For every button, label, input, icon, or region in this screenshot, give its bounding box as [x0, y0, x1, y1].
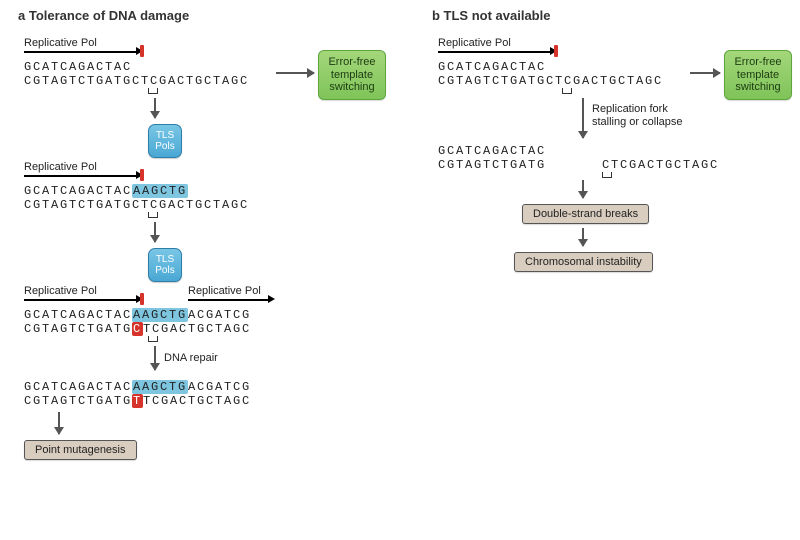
seq3-bot-post: TCGACTGCTAGC [143, 322, 251, 336]
tls1-l1: TLS [149, 130, 181, 141]
v-arrow-a1 [154, 98, 156, 118]
seq3-top: GCATCAGACTACAAGCTGACGATCG [24, 308, 251, 322]
green-a-l3: switching [329, 81, 374, 93]
rep-pol-arrow-1: Replicative Pol [24, 36, 139, 50]
seq4-top-post: ACGATCG [188, 380, 251, 394]
panel-b-title: b TLS not available [432, 8, 792, 23]
green-b-l3: switching [735, 81, 780, 93]
rep-pol-arrow-3a: Replicative Pol [24, 284, 97, 298]
lesion-1 [148, 88, 158, 94]
stall-l1: Replication fork [592, 103, 668, 115]
result-point-mutagenesis: Point mutagenesis [24, 440, 137, 460]
side-arrow-b [690, 72, 720, 74]
result-chrom-instability: Chromosomal instability [514, 252, 653, 272]
v-arrow-b3 [582, 228, 584, 246]
green-a-l1: Error-free [328, 56, 375, 68]
green-box-b: Error-free template switching [724, 50, 792, 100]
v-arrow-b1 [582, 98, 584, 138]
lesion-b2 [602, 172, 612, 178]
seq2-bot: CGTAGTCTGATGCTCGACTGCTAGC [24, 198, 249, 212]
tls-box-2: TLS Pols [148, 248, 182, 282]
dna-repair-label: DNA repair [164, 352, 218, 365]
seq2-top-pre: GCATCAGACTAC [24, 184, 132, 198]
seq4-bot-pre: CGTAGTCTGATG [24, 394, 132, 408]
v-arrow-a2 [154, 222, 156, 242]
arrow-shaft-3a [24, 299, 136, 301]
panel-a-title: a Tolerance of DNA damage [18, 8, 418, 23]
red-block-2 [140, 169, 144, 181]
seq2-top: GCATCAGACTACAAGCTG [24, 184, 188, 198]
seqb2b-bot: CTCGACTGCTAGC [602, 158, 719, 172]
arrow-head-3b [268, 295, 275, 303]
v-arrow-a3 [154, 346, 156, 370]
rep-pol-label-1: Replicative Pol [24, 37, 97, 49]
seq1-bot: CGTAGTCTGATGCTCGACTGCTAGC [24, 74, 249, 88]
rep-pol-label-2: Replicative Pol [24, 161, 97, 173]
seq4-top-hl: AAGCTG [132, 380, 188, 394]
tls-box-1: TLS Pols [148, 124, 182, 158]
seq4-top-pre: GCATCAGACTAC [24, 380, 132, 394]
lesion-b1 [562, 88, 572, 94]
rep-pol-arrow-3b: Replicative Pol [188, 284, 261, 298]
seqb2a-top: GCATCAGACTAC [438, 144, 546, 158]
green-b-l1: Error-free [734, 56, 781, 68]
green-a-l2: template [331, 69, 373, 81]
rep-pol-label-b: Replicative Pol [438, 37, 511, 49]
red-block-3 [140, 293, 144, 305]
v-arrow-a4 [58, 412, 60, 434]
seq3-bot-pre: CGTAGTCTGATG [24, 322, 132, 336]
seq3-top-post: ACGATCG [188, 308, 251, 322]
rep-pol-label-3b: Replicative Pol [188, 285, 261, 297]
panel-b: b TLS not available Replicative Pol GCAT… [432, 8, 792, 308]
v-arrow-b2 [582, 180, 584, 198]
seq3-bot: CGTAGTCTGATGCTCGACTGCTAGC [24, 322, 251, 336]
result-dsb: Double-strand breaks [522, 204, 649, 224]
arrow-shaft-b [438, 51, 550, 53]
rep-pol-label-3a: Replicative Pol [24, 285, 97, 297]
tls2-l1: TLS [149, 254, 181, 265]
rep-pol-arrow-2: Replicative Pol [24, 160, 97, 174]
seq4-bot: CGTAGTCTGATGTTCGACTGCTAGC [24, 394, 251, 408]
rep-pol-arrow-b: Replicative Pol [438, 36, 511, 50]
seqb1-top: GCATCAGACTAC [438, 60, 546, 74]
red-block-1 [140, 45, 144, 57]
seq1-top: GCATCAGACTAC [24, 60, 132, 74]
seq2-top-hl: AAGCTG [132, 184, 188, 198]
side-arrow-a [276, 72, 314, 74]
arrow-shaft-2 [24, 175, 136, 177]
seq4-bot-mut: T [132, 394, 143, 408]
stall-l2: stalling or collapse [592, 116, 683, 128]
green-box-a: Error-free template switching [318, 50, 386, 100]
arrow-shaft-1 [24, 51, 136, 53]
lesion-3 [148, 336, 158, 342]
seqb2a-bot: CGTAGTCTGATG [438, 158, 546, 172]
panel-a: a Tolerance of DNA damage Replicative Po… [18, 8, 418, 538]
stall-label: Replication fork stalling or collapse [592, 103, 683, 128]
seq4-bot-post: TCGACTGCTAGC [143, 394, 251, 408]
green-b-l2: template [737, 69, 779, 81]
tls2-l2: Pols [149, 265, 181, 276]
arrow-shaft-3b [188, 299, 268, 301]
seq3-top-pre: GCATCAGACTAC [24, 308, 132, 322]
seqb1-bot: CGTAGTCTGATGCTCGACTGCTAGC [438, 74, 663, 88]
tls1-l2: Pols [149, 141, 181, 152]
seq4-top: GCATCAGACTACAAGCTGACGATCG [24, 380, 251, 394]
lesion-2 [148, 212, 158, 218]
seq3-top-hl: AAGCTG [132, 308, 188, 322]
seq3-bot-mut: C [132, 322, 143, 336]
red-block-b [554, 45, 558, 57]
